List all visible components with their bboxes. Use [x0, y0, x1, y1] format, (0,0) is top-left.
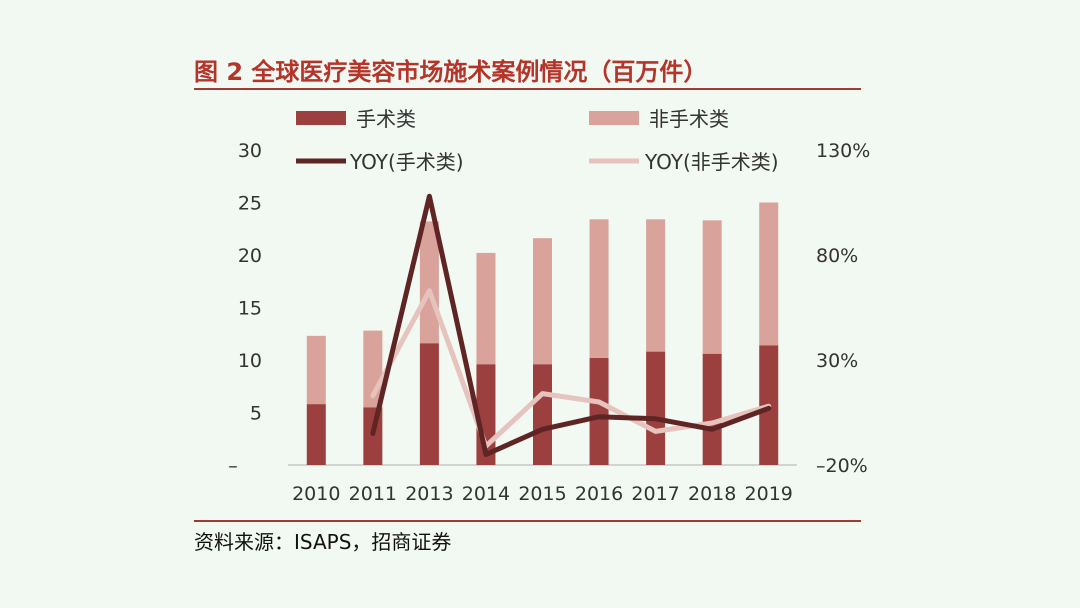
line-yoy-nonsurgical	[370, 288, 772, 449]
legend-label-nonsurgical: 非手术类	[649, 107, 729, 131]
y-right-tick-3: –20%	[816, 455, 868, 477]
y-right-tick-2: 30%	[816, 350, 858, 372]
x-tick-2011: 2011	[349, 483, 397, 505]
x-tick-2016: 2016	[575, 483, 623, 505]
line-layer	[370, 193, 772, 457]
y-right-tick-0: 130%	[816, 140, 870, 162]
x-tick-2010: 2010	[292, 483, 340, 505]
x-tick-2018: 2018	[688, 483, 736, 505]
line-yoy-surgical	[370, 193, 772, 457]
y-left-tick-15: 15	[238, 298, 262, 320]
bar-surgical-2015	[533, 364, 552, 465]
bar-surgical-2016	[589, 357, 609, 465]
legend: 手术类 非手术类 YOY(手术类) YOY(非手术类)	[296, 107, 779, 174]
y-left-tick-30: 30	[238, 140, 262, 162]
y-left-tick-zero: –	[228, 455, 238, 477]
y-left-tick-5: 5	[250, 403, 262, 425]
bar-surgical-2013	[419, 343, 439, 465]
source-note: 资料来源：ISAPS，招商证券	[194, 530, 452, 554]
legend-label-surgical: 手术类	[356, 107, 416, 131]
bar-nonsurgical-2015	[533, 238, 552, 365]
legend-swatch-nonsurgical	[589, 111, 639, 125]
bar-surgical-2017	[646, 351, 666, 465]
bar-nonsurgical-2017	[646, 219, 666, 352]
bar-nonsurgical-2016	[589, 219, 609, 358]
bar-nonsurgical-2018	[702, 220, 722, 354]
bar-surgical-2018	[702, 353, 722, 465]
bar-layer	[306, 202, 779, 465]
bar-surgical-2010	[306, 404, 326, 465]
y-right-tick-1: 80%	[816, 245, 858, 267]
source-rule	[194, 520, 861, 522]
bar-nonsurgical-2010	[306, 335, 326, 405]
bar-nonsurgical-2019	[759, 202, 779, 346]
y-left-tick-20: 20	[238, 245, 262, 267]
y-left-tick-25: 25	[238, 193, 262, 215]
bar-nonsurgical-2013	[419, 221, 439, 344]
y-left-tick-10: 10	[238, 350, 262, 372]
chart-title: 图 2 全球医疗美容市场施术案例情况（百万件）	[194, 58, 708, 86]
x-tick-2019: 2019	[745, 483, 793, 505]
x-tick-2015: 2015	[518, 483, 566, 505]
title-rule	[194, 88, 861, 90]
legend-label-yoy-surgical: YOY(手术类)	[349, 150, 464, 174]
bar-nonsurgical-2014	[476, 252, 496, 365]
x-tick-2014: 2014	[462, 483, 510, 505]
x-tick-2017: 2017	[631, 483, 679, 505]
x-tick-2013: 2013	[405, 483, 453, 505]
legend-label-yoy-nonsurgical: YOY(非手术类)	[644, 150, 779, 174]
legend-swatch-surgical	[296, 111, 346, 125]
